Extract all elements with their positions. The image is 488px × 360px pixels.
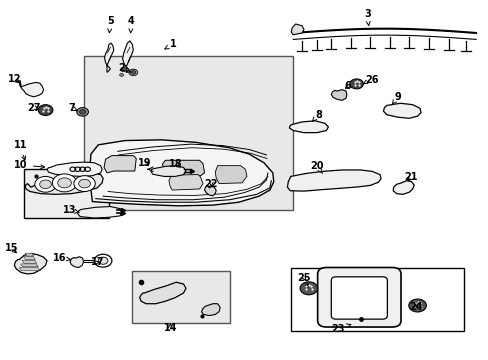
Text: 5: 5 — [107, 17, 114, 33]
Circle shape — [94, 254, 112, 267]
Circle shape — [129, 69, 138, 76]
Text: 4: 4 — [128, 17, 135, 33]
Polygon shape — [25, 173, 103, 194]
Text: 7: 7 — [68, 103, 78, 113]
Polygon shape — [22, 260, 37, 263]
Polygon shape — [204, 186, 216, 196]
Circle shape — [300, 282, 317, 295]
Text: 8: 8 — [312, 110, 322, 121]
Text: 24: 24 — [408, 302, 422, 312]
Text: 20: 20 — [309, 161, 323, 174]
Polygon shape — [122, 41, 133, 72]
Circle shape — [35, 176, 56, 192]
Circle shape — [58, 178, 71, 188]
Circle shape — [79, 179, 90, 188]
Circle shape — [80, 110, 85, 114]
Polygon shape — [19, 267, 40, 270]
Text: 26: 26 — [362, 75, 378, 85]
Text: 18: 18 — [168, 159, 182, 169]
Circle shape — [121, 67, 126, 72]
Polygon shape — [151, 166, 185, 176]
Text: 11: 11 — [14, 140, 27, 160]
Text: 27: 27 — [27, 103, 41, 113]
Text: 1: 1 — [164, 39, 177, 49]
Polygon shape — [140, 282, 185, 304]
Polygon shape — [70, 257, 83, 267]
Text: 19: 19 — [138, 158, 151, 168]
Polygon shape — [25, 253, 34, 256]
Circle shape — [120, 73, 123, 76]
Text: 17: 17 — [90, 257, 104, 267]
Polygon shape — [89, 140, 273, 206]
Circle shape — [349, 79, 363, 89]
Circle shape — [408, 299, 426, 312]
Circle shape — [74, 176, 95, 192]
Polygon shape — [14, 253, 47, 274]
Polygon shape — [215, 166, 246, 184]
Text: 23: 23 — [331, 324, 350, 334]
Text: 10: 10 — [14, 160, 44, 170]
Polygon shape — [104, 156, 136, 173]
Polygon shape — [168, 175, 203, 190]
Text: 13: 13 — [63, 206, 80, 216]
Text: 12: 12 — [8, 74, 21, 84]
Polygon shape — [20, 264, 38, 267]
Text: 16: 16 — [53, 253, 70, 263]
Text: 15: 15 — [5, 243, 18, 253]
Text: 22: 22 — [204, 179, 218, 189]
FancyBboxPatch shape — [330, 277, 386, 319]
FancyBboxPatch shape — [290, 268, 463, 330]
Polygon shape — [289, 121, 328, 133]
Polygon shape — [392, 181, 413, 194]
Polygon shape — [383, 103, 420, 118]
Circle shape — [98, 257, 108, 264]
Circle shape — [38, 105, 53, 116]
Text: 14: 14 — [163, 323, 177, 333]
FancyBboxPatch shape — [132, 271, 229, 323]
Polygon shape — [162, 160, 204, 176]
FancyBboxPatch shape — [24, 169, 109, 218]
Polygon shape — [330, 90, 346, 100]
FancyBboxPatch shape — [83, 56, 293, 211]
Circle shape — [40, 180, 51, 189]
Polygon shape — [19, 80, 43, 97]
Text: 2: 2 — [118, 63, 130, 73]
Text: 21: 21 — [404, 172, 417, 182]
Circle shape — [77, 108, 88, 116]
Text: 25: 25 — [297, 273, 310, 283]
FancyBboxPatch shape — [317, 267, 400, 327]
Text: 3: 3 — [363, 9, 370, 26]
Polygon shape — [23, 257, 35, 260]
Polygon shape — [47, 162, 102, 176]
Polygon shape — [78, 207, 122, 218]
Circle shape — [131, 71, 136, 74]
Text: 6: 6 — [344, 81, 350, 91]
Circle shape — [52, 174, 77, 192]
Text: 9: 9 — [391, 92, 401, 104]
Polygon shape — [201, 304, 220, 316]
Polygon shape — [287, 170, 380, 191]
Polygon shape — [104, 43, 114, 72]
Polygon shape — [291, 24, 304, 35]
